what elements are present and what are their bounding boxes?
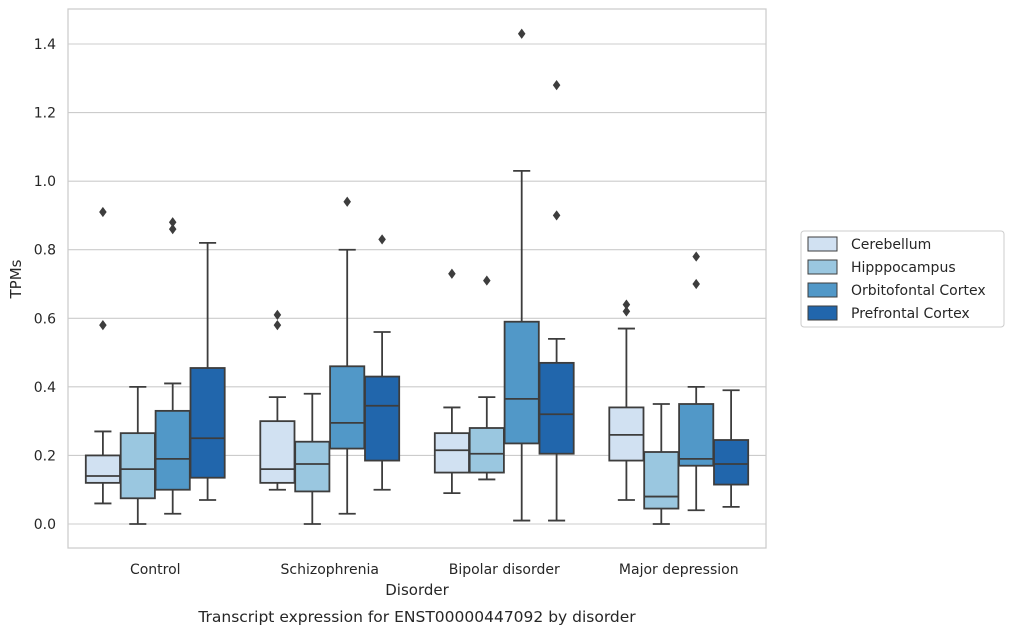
y-tick-label: 1.2 (34, 106, 56, 122)
iqr-box (468, 427, 505, 474)
iqr-box (433, 432, 470, 474)
series-prefrontal-cortex (189, 80, 750, 522)
legend-swatch (807, 282, 838, 298)
iqr-box (678, 403, 715, 467)
iqr-box (538, 361, 575, 455)
outlier-point (552, 210, 561, 221)
outlier-point (273, 320, 282, 331)
box-2 (503, 28, 540, 522)
iqr-box (84, 454, 121, 484)
y-axis-label: TPMs (7, 259, 25, 299)
box-groups (84, 28, 750, 525)
outlier-point (343, 196, 351, 207)
legend-frame (800, 230, 1005, 328)
outlier-point (378, 234, 386, 245)
iqr-box (259, 420, 296, 484)
outlier-point (622, 306, 631, 317)
outlier-point (483, 275, 491, 286)
y-tick-label: 0.4 (34, 380, 56, 396)
iqr-box (713, 439, 750, 486)
iqr-box (119, 432, 156, 500)
legend-label: Hipppocampus (851, 260, 956, 276)
iqr-box (329, 365, 366, 450)
legend-swatch (807, 236, 838, 252)
outlier-point (99, 206, 107, 218)
iqr-box (189, 367, 226, 479)
x-tick-label: Major depression (619, 562, 739, 578)
y-tick-label: 1.4 (34, 37, 56, 53)
y-tick-label: 1.0 (34, 174, 56, 190)
y-tick-label: 0.8 (34, 243, 56, 259)
series-hipppocampus (119, 275, 680, 525)
box-1 (364, 234, 401, 491)
iqr-box (294, 440, 331, 493)
y-tick-label: 0.6 (34, 311, 56, 327)
series-orbitofontal-cortex (154, 28, 715, 522)
x-axis-ticks: Control Schizophrenia Bipolar disorder Majo… (130, 562, 739, 578)
x-tick-label: Control (130, 562, 181, 578)
y-tick-label: 0.2 (34, 448, 56, 464)
iqr-box (364, 375, 401, 462)
plot-frame (67, 8, 767, 549)
iqr-box (643, 451, 680, 510)
legend-swatch (807, 259, 838, 275)
box-0 (84, 206, 121, 505)
outlier-point (168, 224, 177, 235)
x-tick-label: Schizophrenia (281, 562, 379, 578)
box-3 (678, 251, 715, 512)
legend: Cerebellum Hipppocampus Orbitofontal Corte… (800, 230, 1005, 328)
iqr-box (503, 320, 540, 445)
outlier-point (448, 268, 456, 279)
box-1 (294, 392, 331, 525)
outlier-point (622, 299, 631, 310)
outlier-point (273, 309, 282, 320)
box-0 (154, 217, 191, 515)
outlier-point (692, 278, 700, 290)
iqr-box (154, 409, 191, 491)
legend-swatch (807, 305, 838, 321)
box-0 (189, 241, 226, 501)
x-tick-label: Bipolar disorder (449, 562, 560, 578)
box-2 (433, 268, 470, 495)
box-3 (713, 389, 750, 508)
outlier-point (517, 28, 526, 39)
box-3 (643, 403, 680, 525)
outlier-point (692, 251, 700, 262)
box-3 (608, 299, 645, 501)
box-0 (119, 385, 156, 525)
y-axis-ticks: 0.0 0.2 0.4 0.6 0.8 1.0 1.2 1.4 (34, 37, 56, 533)
y-tick-label: 0.0 (34, 517, 56, 533)
outlier-point (168, 217, 177, 228)
box-2 (468, 275, 505, 481)
series-cerebellum (84, 206, 645, 505)
figure-caption: Transcript expression for ENST0000044709… (197, 608, 636, 626)
legend-label: Cerebellum (851, 237, 931, 253)
x-axis-label: Disorder (385, 581, 449, 599)
box-1 (259, 309, 296, 491)
outlier-point (552, 80, 561, 91)
legend-label: Orbitofontal Cortex (851, 283, 986, 299)
legend-label: Prefrontal Cortex (851, 306, 970, 322)
box-2 (538, 80, 575, 522)
outlier-point (99, 320, 107, 331)
box-1 (329, 196, 366, 515)
